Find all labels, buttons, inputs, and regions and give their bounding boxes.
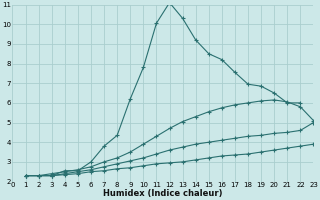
- X-axis label: Humidex (Indice chaleur): Humidex (Indice chaleur): [103, 189, 223, 198]
